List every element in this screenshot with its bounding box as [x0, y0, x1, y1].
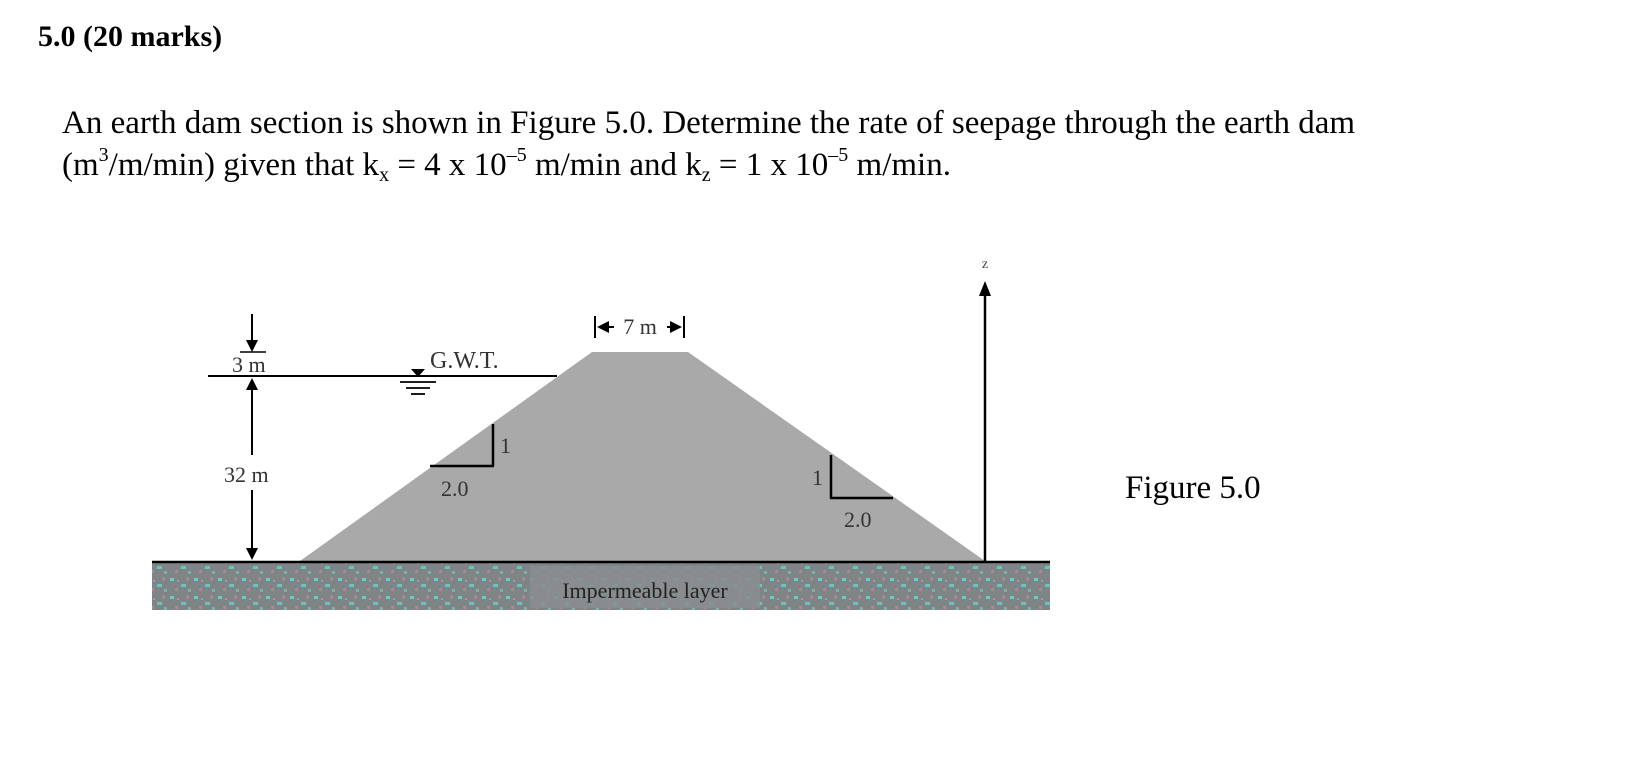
figure-caption: Figure 5.0 [1125, 470, 1261, 506]
groundwater-table: G.W.T. [208, 348, 557, 395]
downstream-slope-horizontal: 2.0 [844, 507, 872, 532]
dam-body [300, 352, 985, 561]
upstream-slope-vertical: 1 [500, 433, 511, 458]
crest-width-dimension: 7 m [594, 314, 685, 339]
water-level-triangle-icon [411, 369, 425, 377]
water-depth-dimension: 32 m [224, 378, 269, 560]
downstream-slope-vertical: 1 [812, 465, 823, 490]
arrow-down-icon [246, 548, 258, 560]
kx-subscript: x [379, 164, 390, 186]
units-close: /m/min) given that k [108, 147, 380, 183]
arrow-up-icon [979, 281, 991, 296]
z-axis-label: z [982, 257, 988, 272]
crest-width-label: 7 m [623, 314, 657, 339]
question-line1: An earth dam section is shown in Figure … [62, 105, 1356, 141]
text-mid: m/min and k [526, 147, 702, 183]
kx-exponent: –5 [506, 144, 527, 166]
kz-value: = 1 x 10 [710, 147, 829, 183]
upstream-slope-horizontal: 2.0 [441, 476, 469, 501]
upstream-slope-indicator: 1 2.0 [430, 424, 511, 501]
units-open: (m [62, 147, 99, 183]
arrow-right-icon [670, 321, 682, 333]
question-heading: 5.0 (20 marks) [38, 20, 223, 53]
text-end: m/min. [848, 147, 951, 183]
freeboard-label: 3 m [232, 352, 266, 377]
arrow-down-icon [246, 340, 258, 352]
z-axis: z [979, 257, 991, 561]
kz-exponent: –5 [828, 144, 849, 166]
freeboard-dimension: 3 m [232, 314, 266, 377]
impermeable-layer-label: Impermeable layer [562, 578, 728, 603]
downstream-slope-indicator: 1 2.0 [812, 455, 893, 532]
gwt-label: G.W.T. [430, 348, 499, 374]
arrow-left-icon [597, 321, 609, 333]
kx-value: = 4 x 10 [389, 147, 507, 183]
impermeable-layer: Impermeable layer [152, 563, 1050, 610]
kz-subscript: z [701, 164, 711, 186]
arrow-up-icon [246, 378, 258, 390]
units-superscript: 3 [98, 144, 109, 166]
question-text: An earth dam section is shown in Figure … [62, 102, 1582, 186]
water-depth-label: 32 m [224, 462, 269, 487]
